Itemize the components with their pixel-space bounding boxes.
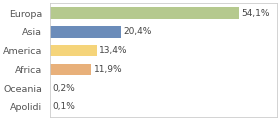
Text: 20,4%: 20,4% <box>123 27 152 36</box>
Bar <box>50 26 121 38</box>
Bar <box>50 64 92 75</box>
Bar <box>50 45 97 56</box>
Bar <box>50 7 239 19</box>
Text: 0,2%: 0,2% <box>53 84 75 93</box>
Text: 0,1%: 0,1% <box>52 102 75 111</box>
Text: 11,9%: 11,9% <box>94 65 122 74</box>
Text: 13,4%: 13,4% <box>99 46 127 55</box>
Text: 54,1%: 54,1% <box>241 9 270 18</box>
